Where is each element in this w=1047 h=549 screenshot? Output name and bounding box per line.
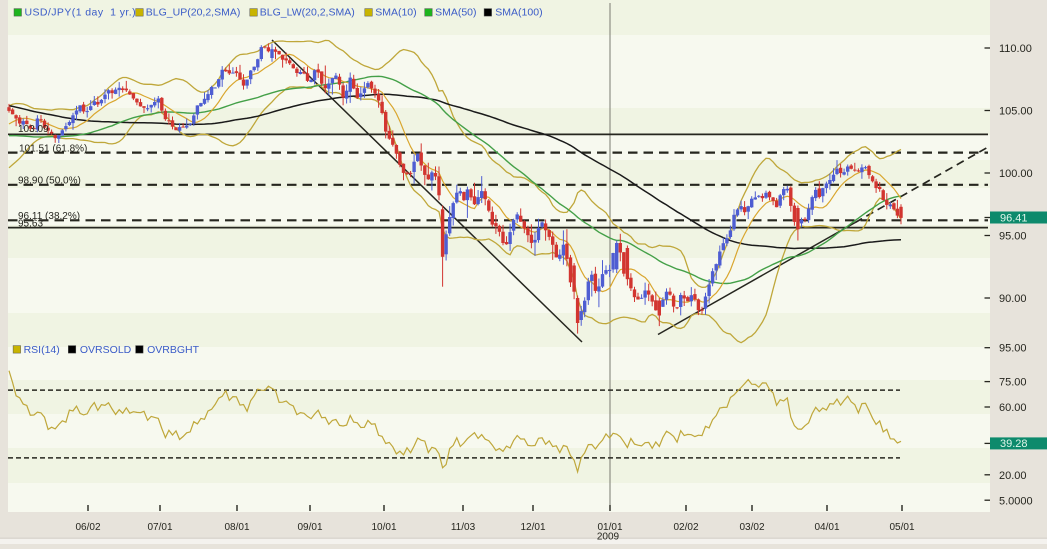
svg-text:OVRSOLD: OVRSOLD (80, 344, 132, 356)
svg-text:103.09: 103.09 (18, 124, 49, 135)
svg-text:01/01: 01/01 (597, 522, 622, 533)
svg-text:75.00: 75.00 (999, 377, 1027, 389)
svg-text:BLG_LW(20,2,SMA): BLG_LW(20,2,SMA) (260, 6, 355, 18)
svg-text:95.63: 95.63 (18, 218, 43, 229)
svg-text:101.51 (61.8%): 101.51 (61.8%) (19, 143, 87, 154)
svg-text:96.11 (38.2%): 96.11 (38.2%) (18, 211, 80, 222)
svg-text:02/02: 02/02 (673, 522, 698, 533)
svg-text:SMA(100): SMA(100) (495, 6, 542, 18)
svg-text:90.00: 90.00 (999, 293, 1027, 305)
svg-text:RSI(14): RSI(14) (24, 344, 60, 356)
svg-text:98.90 (50.0%): 98.90 (50.0%) (18, 176, 81, 187)
svg-text:96.41: 96.41 (1000, 212, 1028, 224)
svg-text:06/02: 06/02 (75, 522, 100, 533)
svg-text:07/01: 07/01 (147, 522, 172, 533)
svg-text:10/01: 10/01 (371, 522, 396, 533)
svg-text:05/01: 05/01 (889, 522, 914, 533)
svg-text:04/01: 04/01 (814, 522, 839, 533)
svg-text:105.00: 105.00 (999, 106, 1033, 118)
svg-text:110.00: 110.00 (999, 43, 1032, 55)
svg-text:95.00: 95.00 (999, 231, 1027, 243)
svg-text:12/01: 12/01 (520, 522, 545, 533)
svg-text:2009: 2009 (597, 532, 620, 543)
svg-text:USD/JPY(1 day 1 yr.): USD/JPY(1 day 1 yr.) (25, 6, 137, 18)
svg-text:11/03: 11/03 (451, 522, 476, 533)
svg-text:08/01: 08/01 (224, 522, 249, 533)
svg-text:5.0000: 5.0000 (999, 495, 1033, 507)
svg-text:OVRBGHT: OVRBGHT (147, 344, 200, 356)
svg-text:39.28: 39.28 (1000, 438, 1028, 450)
svg-text:60.00: 60.00 (999, 402, 1027, 414)
svg-text:95.00: 95.00 (999, 343, 1027, 355)
svg-text:SMA(50): SMA(50) (435, 6, 476, 18)
svg-text:100.00: 100.00 (999, 168, 1033, 180)
svg-text:09/01: 09/01 (297, 522, 322, 533)
svg-text:SMA(10): SMA(10) (375, 6, 416, 18)
svg-text:20.00: 20.00 (999, 470, 1027, 482)
svg-text:03/02: 03/02 (739, 522, 764, 533)
svg-text:BLG_UP(20,2,SMA): BLG_UP(20,2,SMA) (146, 6, 241, 18)
